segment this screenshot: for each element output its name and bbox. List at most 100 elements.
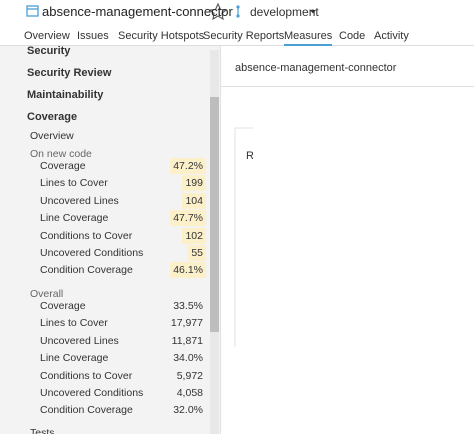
- bubble[interactable]: [368, 216, 412, 260]
- dropdown-caret[interactable]: [310, 10, 316, 14]
- measure-label: Conditions to Cover: [40, 369, 133, 382]
- domain-item[interactable]: Security Review: [27, 67, 112, 79]
- bubble[interactable]: [395, 395, 415, 415]
- y-tick-label: 20.0%: [287, 274, 315, 285]
- bubble[interactable]: [437, 412, 453, 428]
- nav-tab[interactable]: Measures: [284, 30, 333, 46]
- domain-item[interactable]: Security: [27, 45, 71, 57]
- measure-row[interactable]: Uncovered Lines 11,871: [40, 333, 206, 349]
- measure-row[interactable]: Line Coverage 47.7%: [40, 210, 206, 227]
- measure-row[interactable]: Conditions to Cover 5,972: [40, 368, 206, 384]
- chart-title: Risk: [246, 150, 268, 162]
- y-tick-label: 80.0%: [287, 430, 315, 434]
- measure-row[interactable]: Lines to Cover 199: [40, 175, 206, 192]
- overview-link[interactable]: Overview: [30, 130, 74, 142]
- bubble[interactable]: [415, 285, 445, 315]
- chart: Risk Color: We Coverage 0.0% 20.0% 40.0% 60…: [234, 127, 474, 434]
- measure-value: 4,058: [176, 387, 203, 399]
- domain-item[interactable]: Maintainability: [27, 89, 104, 101]
- nav-tab[interactable]: Activity: [374, 30, 409, 42]
- measure-label: Condition Coverage: [40, 404, 133, 417]
- next-domain: Tests: [30, 427, 55, 434]
- measure-label: Conditions to Cover: [40, 229, 133, 242]
- bubble[interactable]: [432, 274, 448, 290]
- measure-value: 32.0%: [173, 404, 203, 417]
- measure-value: 47.7%: [170, 210, 206, 227]
- bubble[interactable]: [337, 297, 353, 313]
- bubble[interactable]: [427, 207, 474, 257]
- measure-label: Coverage: [40, 160, 86, 172]
- measure-value: 34.0%: [173, 352, 203, 365]
- measure-label: Coverage: [40, 300, 86, 312]
- bubble[interactable]: [386, 281, 414, 309]
- bubble[interactable]: [356, 334, 368, 346]
- bubble[interactable]: [368, 413, 392, 434]
- measure-row[interactable]: Uncovered Conditions 55: [40, 245, 206, 261]
- y-tick-label: 0.0%: [292, 222, 315, 233]
- nav-tab[interactable]: Code: [339, 30, 366, 42]
- bubble[interactable]: [430, 335, 450, 355]
- nav-tab[interactable]: Security Hotspots: [118, 30, 205, 42]
- measure-row[interactable]: Uncovered Lines 104: [40, 192, 206, 209]
- nav-tab[interactable]: Overview: [24, 30, 70, 42]
- nav-tab[interactable]: Issues: [77, 30, 109, 42]
- sidebar: Security Security Review Maintainability Co…: [0, 45, 221, 434]
- bubble[interactable]: [422, 264, 438, 280]
- measure-value: 47.2%: [170, 158, 206, 174]
- bubble[interactable]: [403, 318, 427, 342]
- measure-row[interactable]: Condition Coverage 32.0%: [40, 402, 206, 418]
- measure-row[interactable]: Condition Coverage 46.1%: [40, 262, 206, 279]
- bubble[interactable]: [337, 252, 353, 268]
- measure-row[interactable]: Conditions to Cover 102: [40, 227, 206, 244]
- scrollbar-thumb[interactable]: [210, 97, 219, 332]
- bubble[interactable]: [448, 290, 468, 310]
- bubble[interactable]: [337, 412, 353, 428]
- y-tick-label: 40.0%: [287, 326, 315, 337]
- bubble[interactable]: [333, 216, 357, 240]
- bubble[interactable]: [315, 360, 375, 420]
- bubble[interactable]: [337, 312, 353, 328]
- measure-label: Line Coverage: [40, 352, 109, 365]
- bubble[interactable]: [337, 237, 353, 253]
- bubble[interactable]: [390, 368, 410, 388]
- bubble[interactable]: [422, 220, 438, 236]
- nav-tab[interactable]: Security Reports: [203, 30, 285, 42]
- section-title: On new code: [30, 148, 92, 160]
- bubble[interactable]: [337, 267, 353, 283]
- bubble[interactable]: [407, 260, 423, 276]
- panel-title: absence-management-connector: [235, 62, 397, 74]
- bubble[interactable]: [337, 357, 353, 373]
- bubble[interactable]: [337, 327, 353, 343]
- bubble[interactable]: [370, 198, 430, 258]
- bubble[interactable]: [356, 294, 368, 306]
- measure-label: Condition Coverage: [40, 264, 133, 277]
- panel-header: absence-management-connector: [221, 46, 474, 87]
- branch-name[interactable]: development: [250, 5, 319, 19]
- project-name[interactable]: absence-management-connector: [42, 4, 233, 19]
- coverage-domain[interactable]: Coverage: [27, 111, 78, 123]
- project-icon: [26, 5, 39, 17]
- bubble[interactable]: [337, 282, 353, 298]
- measure-label: Uncovered Conditions: [40, 247, 144, 259]
- y-tick-label: 60.0%: [287, 378, 315, 389]
- star-icon[interactable]: [208, 2, 228, 21]
- chart-frame: [234, 127, 253, 347]
- bubble[interactable]: [450, 350, 474, 374]
- bubble[interactable]: [412, 354, 428, 370]
- measure-label: Lines to Cover: [40, 317, 108, 330]
- bubble[interactable]: [410, 412, 426, 428]
- measure-value: 17,977: [170, 317, 203, 330]
- help-icon[interactable]: [270, 152, 278, 160]
- measure-value: 11,871: [171, 334, 203, 347]
- bubble[interactable]: [356, 394, 368, 406]
- measure-row[interactable]: Uncovered Conditions 4,058: [40, 385, 206, 401]
- measure-row[interactable]: Coverage 33.5%: [40, 298, 206, 314]
- measure-label: Uncovered Lines: [40, 334, 119, 347]
- measure-row[interactable]: Coverage 47.2%: [40, 158, 206, 174]
- measure-row[interactable]: Line Coverage 34.0%: [40, 350, 206, 366]
- measure-row[interactable]: Lines to Cover 17,977: [40, 315, 206, 331]
- bubble[interactable]: [393, 215, 417, 239]
- bubble[interactable]: [337, 342, 353, 358]
- section-title: Overall: [30, 288, 64, 300]
